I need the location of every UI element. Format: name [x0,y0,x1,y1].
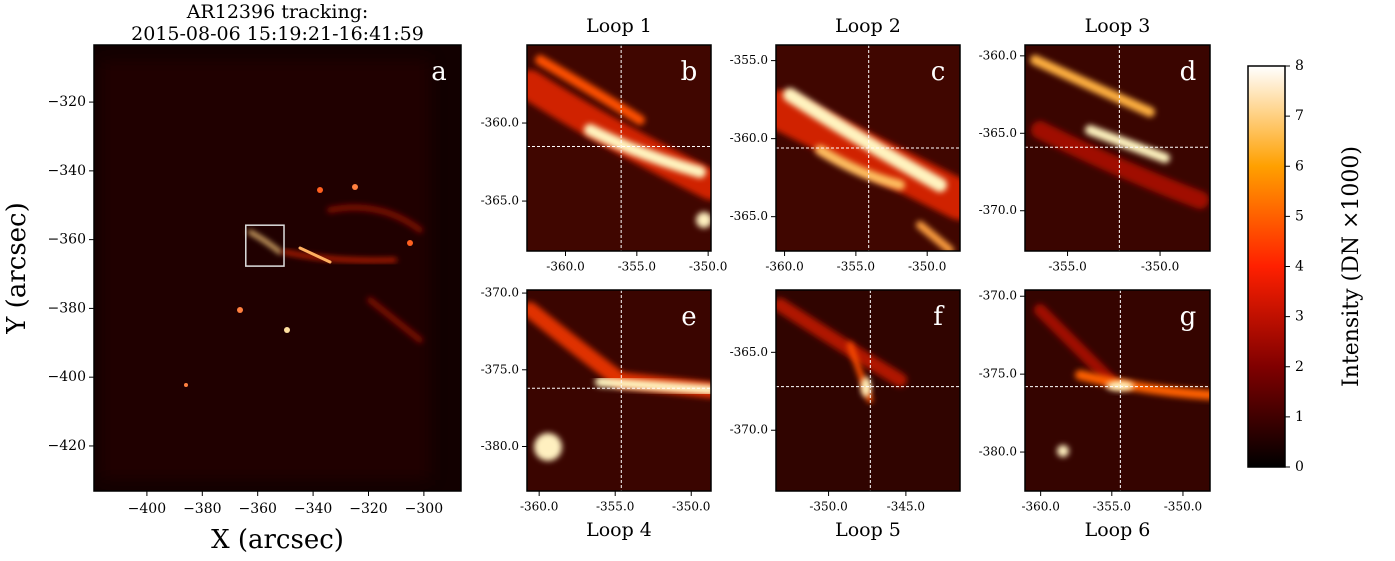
x-tick-label: −300 [405,501,443,517]
chart-title: AR12396 tracking: [186,1,369,23]
y-tick-label: -360.0 [979,48,1017,62]
colorbar-tick-label: 2 [1295,359,1304,375]
x-tick-label: -360.0 [520,500,558,514]
y-tick-label: −320 [48,94,86,110]
panel-label: g [1180,302,1197,332]
x-tick-label: -350.0 [689,260,727,274]
region-box [245,224,285,267]
frame [775,289,961,492]
colorbar-tick-label: 1 [1295,409,1304,425]
colorbar-tick-label: 5 [1295,208,1304,224]
panel-label: f [933,302,945,332]
y-tick-label: −360 [48,232,86,248]
x-tick-label: -350.0 [672,500,710,514]
x-tick-label: -360.0 [765,260,803,274]
colorbar-tick-label: 6 [1295,158,1304,174]
x-tick-label: -355.0 [1093,500,1131,514]
image-decor [94,45,1210,491]
x-axis-label: X (arcsec) [211,525,344,555]
y-tick-label: -370.0 [730,423,768,437]
y-tick-label: -370.0 [979,289,1017,303]
panel-label: e [681,302,696,332]
x-tick-label: -350.0 [908,260,946,274]
y-tick-label: -365.0 [481,194,519,208]
y-tick-label: −380 [48,300,86,316]
y-tick-label: -360.0 [730,131,768,145]
frame [526,44,712,252]
y-tick-label: -380.0 [979,445,1017,459]
y-tick-label: -375.0 [481,362,519,376]
x-tick-label: −380 [183,501,221,517]
y-tick-label: −400 [48,369,86,385]
y-tick-label: -365.0 [730,345,768,359]
frame [1024,289,1211,492]
x-tick-label: −400 [128,501,166,517]
panel-title: Loop 3 [1085,15,1151,37]
x-tick-label: -345.0 [887,500,925,514]
y-tick-label: -365.0 [979,126,1017,140]
panel-title: Loop 2 [835,15,901,37]
panel-title: Loop 4 [586,519,652,541]
frame [1024,44,1211,252]
y-tick-label: -375.0 [979,367,1017,381]
panel-title: Loop 6 [1085,519,1151,541]
panel-label: c [931,57,946,87]
colorbar-tick-label: 0 [1295,459,1304,475]
panel-label: b [681,57,698,87]
x-tick-label: -360.0 [546,260,584,274]
x-tick-label: −340 [294,501,332,517]
frame [93,44,462,492]
y-tick-label: −420 [48,438,86,454]
x-tick-label: -360.0 [1021,500,1059,514]
chart-title: 2015-08-06 15:19:21-16:41:59 [131,23,424,45]
x-tick-label: -355.0 [837,260,875,274]
x-tick-label: -355.0 [618,260,656,274]
y-tick-label: -380.0 [481,439,519,453]
frame [526,289,712,492]
y-tick-label: -365.0 [730,209,768,223]
colorbar-tick-label: 4 [1295,259,1304,275]
frame [775,44,961,252]
x-tick-label: -350.0 [1164,500,1202,514]
x-tick-label: -355.0 [596,500,634,514]
panel-title: Loop 1 [586,15,652,37]
y-tick-label: -360.0 [481,116,519,130]
colorbar-tick-label: 8 [1295,58,1304,74]
x-tick-label: -350.0 [809,500,847,514]
colorbar-tick-label: 7 [1295,108,1304,124]
panel-label: a [431,57,447,87]
colorbar [1247,65,1286,468]
y-tick-label: -355.0 [730,53,768,67]
y-tick-label: −340 [48,163,86,179]
x-tick-label: -350.0 [1141,260,1179,274]
colorbar-label: Intensity (DN ×1000) [1339,146,1364,387]
x-tick-label: −360 [238,501,276,517]
panel-label: d [1180,57,1197,87]
y-tick-label: -370.0 [481,286,519,300]
x-tick-label: -355.0 [1048,260,1086,274]
y-tick-label: -370.0 [979,203,1017,217]
colorbar-tick-label: 3 [1295,309,1304,325]
x-tick-label: −320 [349,501,387,517]
y-axis-label: Y (arcsec) [2,202,32,335]
panel-title: Loop 5 [835,519,901,541]
